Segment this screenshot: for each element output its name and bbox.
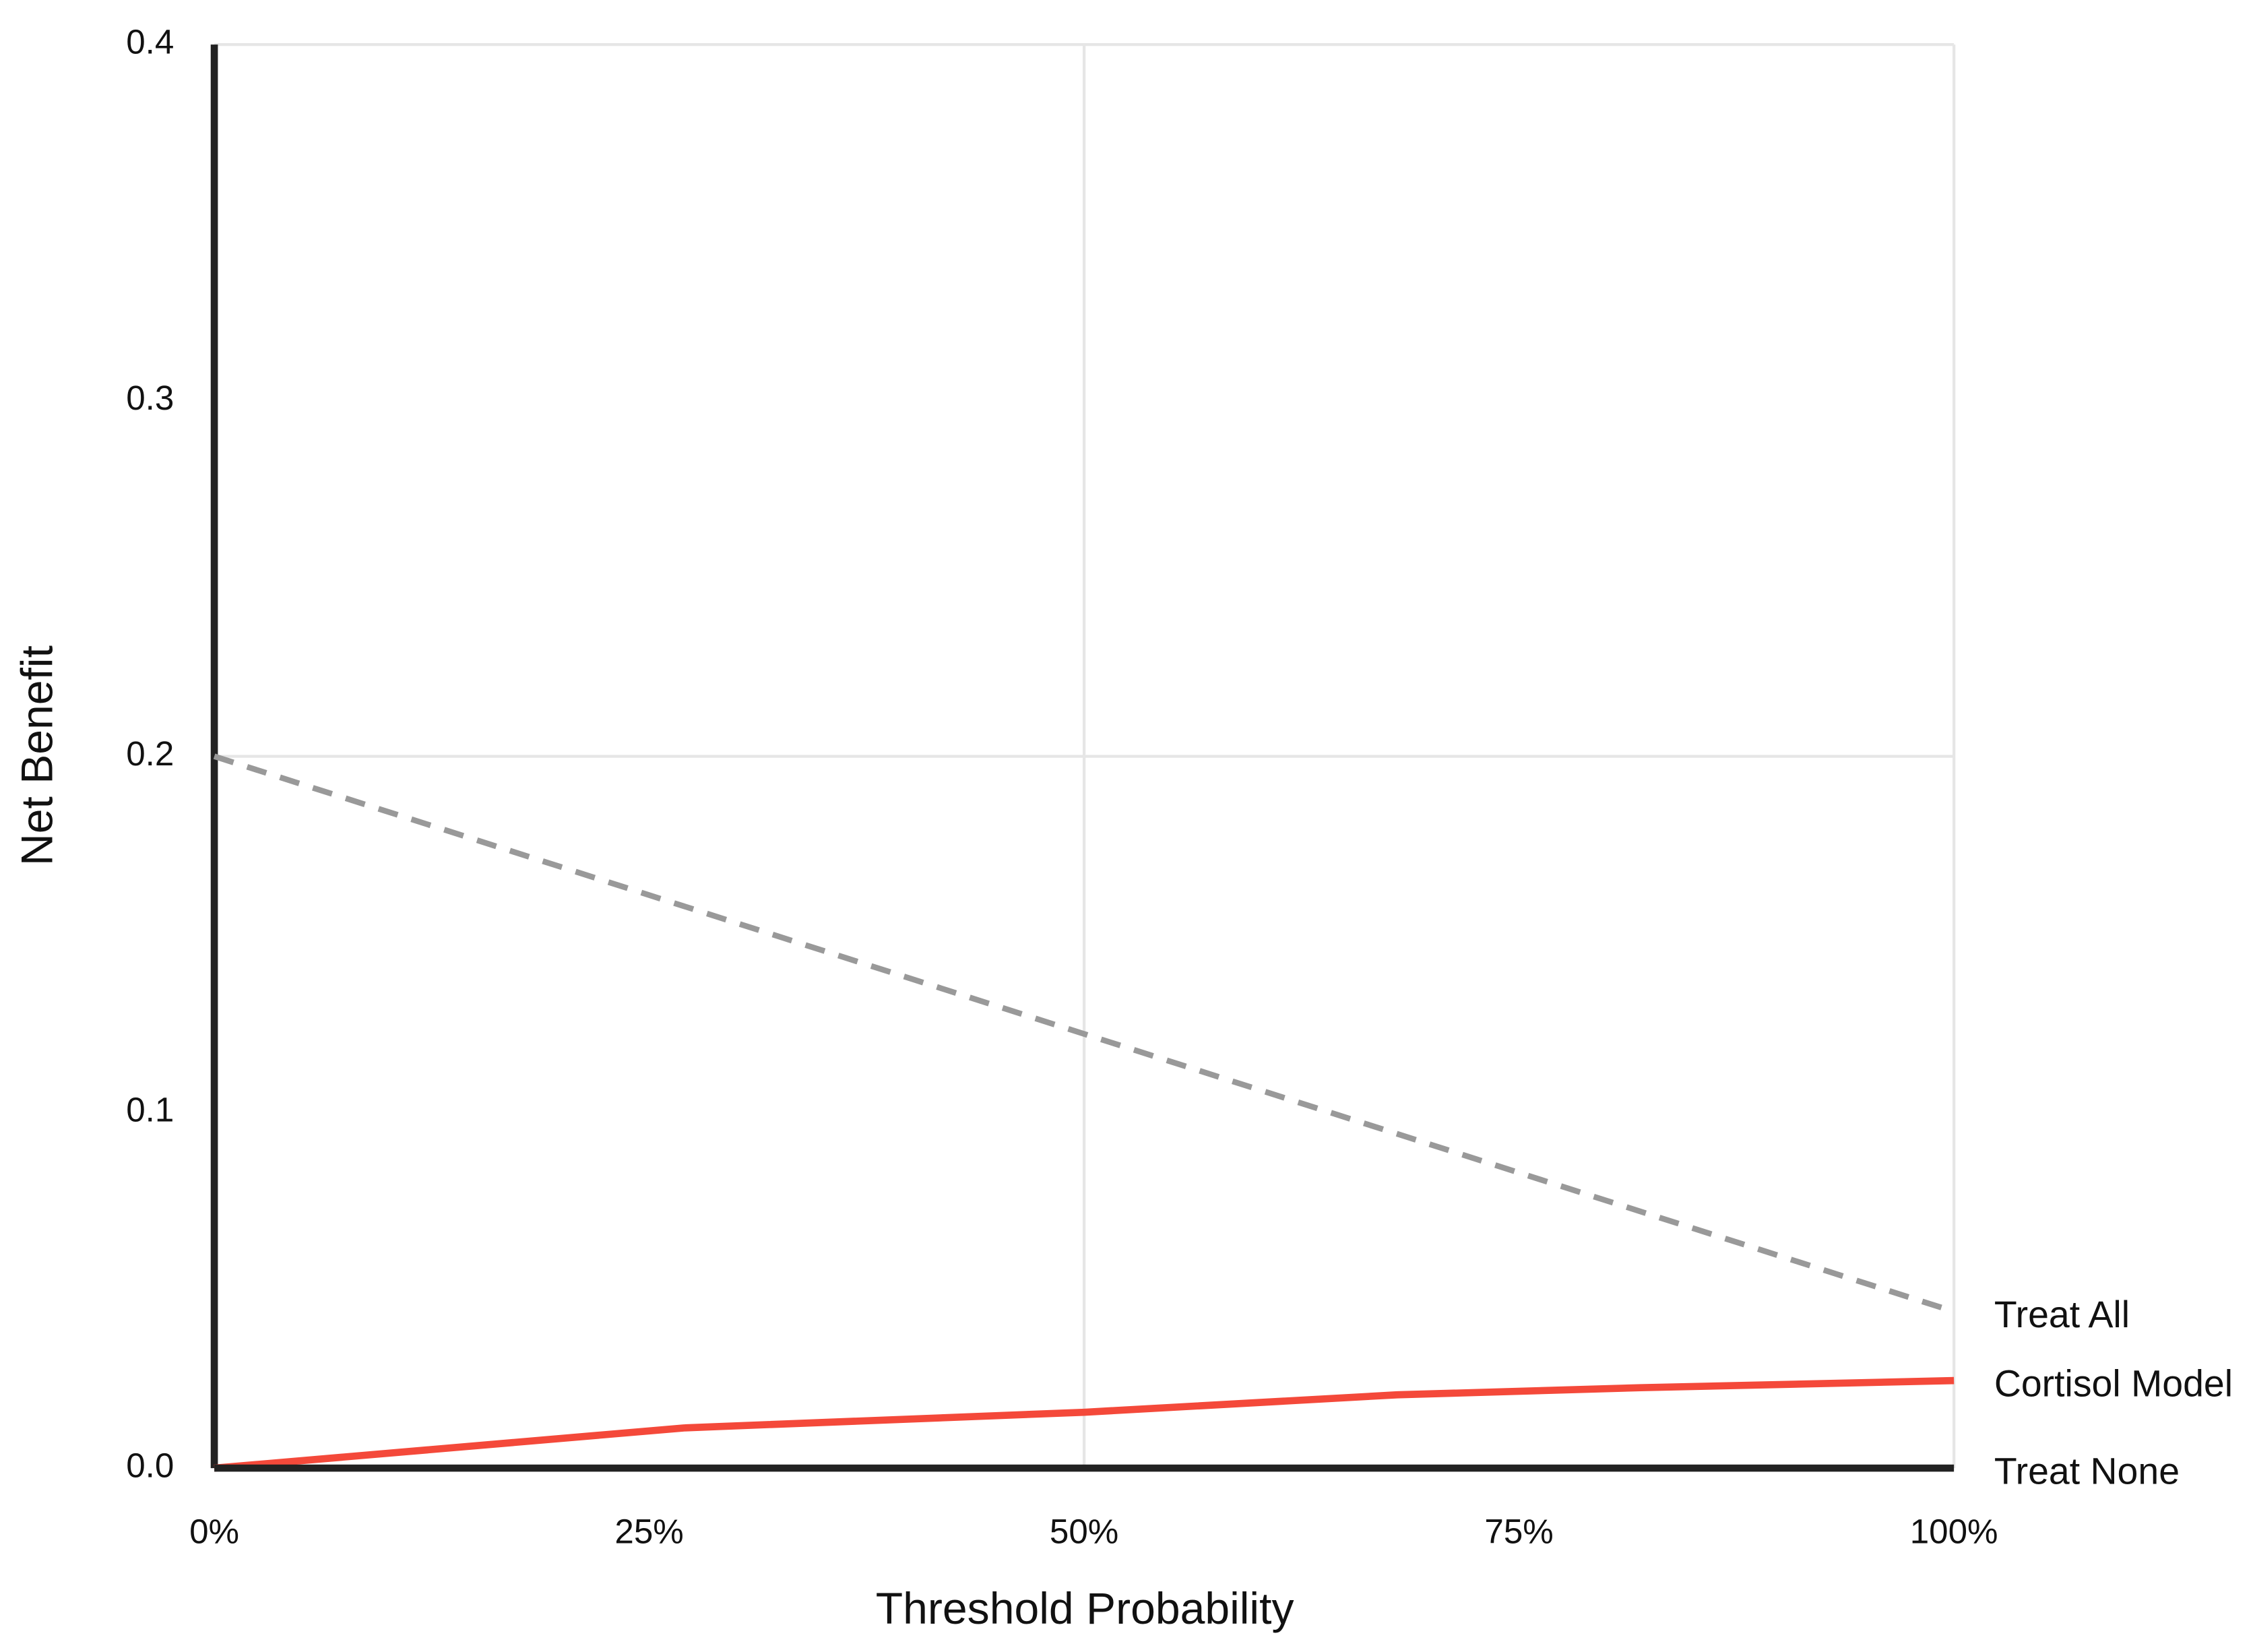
series-line <box>213 753 1955 1314</box>
y-axis-title: Net Benefit <box>13 645 63 866</box>
y-tick-label: 0.4 <box>126 23 174 61</box>
y-tick-label: 0.1 <box>126 1090 174 1129</box>
x-tick-label: 25% <box>614 1513 683 1551</box>
series-line <box>214 1376 1955 1472</box>
y-tick-label: 0.3 <box>126 379 174 417</box>
series-label: Treat None <box>1994 1450 2180 1492</box>
x-tick-label: 0% <box>189 1513 239 1551</box>
y-tick-label: 0.2 <box>126 734 174 773</box>
x-tick-label: 100% <box>1910 1513 1998 1551</box>
series-label: Cortisol Model <box>1994 1362 2233 1404</box>
x-axis-title: Threshold Probability <box>876 1584 1294 1634</box>
series-label: Treat All <box>1994 1294 2130 1335</box>
x-tick-label: 75% <box>1484 1513 1553 1551</box>
y-tick-label: 0.0 <box>126 1447 174 1485</box>
x-tick-label: 50% <box>1050 1513 1118 1551</box>
